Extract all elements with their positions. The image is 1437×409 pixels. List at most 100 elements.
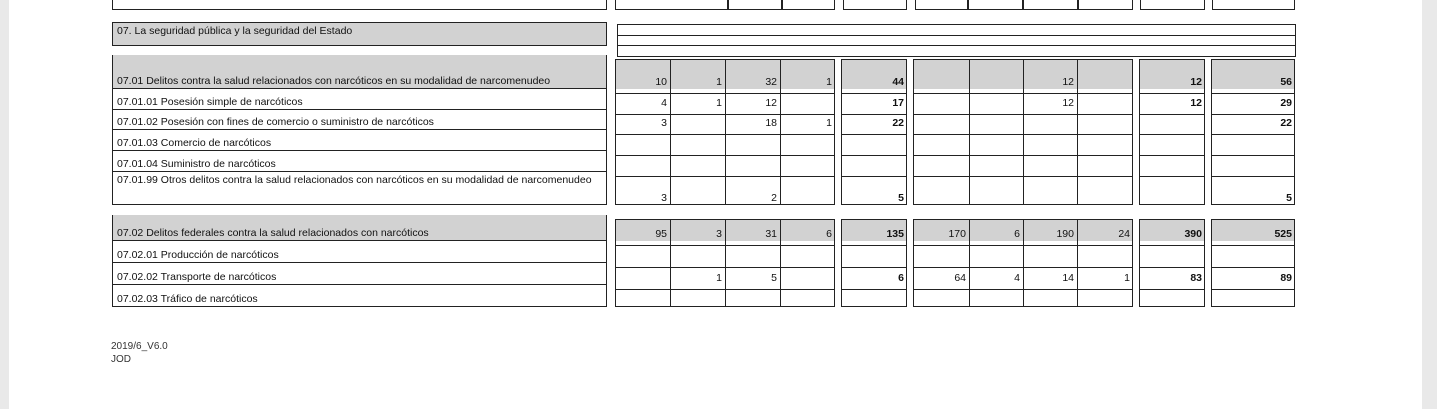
column-divider bbox=[670, 59, 671, 205]
value-block-frame bbox=[1139, 219, 1205, 307]
previous-section-cell bbox=[915, 0, 968, 10]
row-divider bbox=[1139, 245, 1205, 246]
column-divider bbox=[1077, 219, 1078, 307]
section-title-values-box-shadow bbox=[617, 35, 1296, 57]
row-value: 18 bbox=[765, 117, 777, 129]
row-label: 07.02.01 Producción de narcóticos bbox=[113, 241, 606, 263]
group-total-value: 1 bbox=[826, 76, 832, 88]
page-margin-right bbox=[1422, 0, 1437, 409]
row-value: 4 bbox=[1014, 272, 1020, 284]
value-block-frame bbox=[841, 59, 907, 205]
footer-version: 2019/6_V6.0 bbox=[111, 341, 168, 352]
row-value: 17 bbox=[892, 97, 904, 109]
row-divider bbox=[913, 289, 1133, 290]
row-label: 07.01.04 Suministro de narcóticos bbox=[113, 151, 606, 172]
section-title-box bbox=[112, 22, 607, 46]
group-total-value: 3 bbox=[716, 228, 722, 240]
column-divider bbox=[1023, 59, 1024, 205]
section-title: 07. La seguridad pública y la seguridad … bbox=[117, 25, 353, 37]
row-divider bbox=[841, 134, 907, 135]
row-divider bbox=[1139, 114, 1205, 115]
group-total-value: 95 bbox=[655, 228, 667, 240]
row-value: 1 bbox=[1124, 272, 1130, 284]
previous-section-cell bbox=[1023, 0, 1078, 10]
group-total-value: 525 bbox=[1274, 228, 1292, 240]
value-block-frame bbox=[1211, 219, 1295, 307]
row-divider bbox=[615, 245, 835, 246]
column-divider bbox=[1077, 59, 1078, 205]
group-total-value: 12 bbox=[1190, 76, 1202, 88]
value-block-header-shade bbox=[842, 60, 906, 89]
group-total-value: 135 bbox=[886, 228, 904, 240]
row-divider bbox=[615, 114, 835, 115]
row-value: 1 bbox=[716, 97, 722, 109]
row-divider bbox=[913, 267, 1133, 268]
value-block-header-shade bbox=[1140, 60, 1204, 89]
row-label: 07.01.01 Posesión simple de narcóticos bbox=[113, 89, 606, 110]
value-block-frame bbox=[1139, 59, 1205, 205]
row-divider bbox=[1211, 245, 1295, 246]
row-divider bbox=[615, 134, 835, 135]
previous-section-cell bbox=[782, 0, 835, 10]
column-divider bbox=[780, 219, 781, 307]
page-margin-left bbox=[0, 0, 9, 409]
group-total-value: 1 bbox=[716, 76, 722, 88]
value-block-header-shade bbox=[1212, 60, 1294, 89]
row-value: 12 bbox=[765, 97, 777, 109]
previous-section-cell bbox=[1212, 0, 1295, 10]
group-total-value: 10 bbox=[655, 76, 667, 88]
column-divider bbox=[969, 219, 970, 307]
column-divider bbox=[670, 219, 671, 307]
row-divider bbox=[615, 155, 835, 156]
value-block-header-shade bbox=[1212, 220, 1294, 241]
row-divider bbox=[615, 176, 835, 177]
row-divider bbox=[1211, 114, 1295, 115]
group-total-value: 190 bbox=[1056, 228, 1074, 240]
row-divider bbox=[1211, 93, 1295, 94]
column-divider bbox=[780, 59, 781, 205]
row-value: 64 bbox=[954, 272, 966, 284]
row-label: 07.02.02 Transporte de narcóticos bbox=[113, 263, 606, 285]
row-divider bbox=[1211, 155, 1295, 156]
group-total-value: 31 bbox=[765, 228, 777, 240]
row-value: 6 bbox=[898, 272, 904, 284]
row-divider bbox=[913, 134, 1133, 135]
row-label: 07.02.03 Tráfico de narcóticos bbox=[113, 285, 606, 307]
previous-section-edge bbox=[112, 0, 607, 10]
previous-section-cell bbox=[728, 0, 782, 10]
row-divider bbox=[913, 114, 1133, 115]
row-divider bbox=[1211, 134, 1295, 135]
row-divider bbox=[1211, 289, 1295, 290]
row-divider bbox=[841, 176, 907, 177]
group-total-value: 6 bbox=[1014, 228, 1020, 240]
row-divider bbox=[841, 245, 907, 246]
row-value: 1 bbox=[826, 117, 832, 129]
row-divider bbox=[913, 155, 1133, 156]
group-total-value: 44 bbox=[892, 76, 904, 88]
row-value: 83 bbox=[1190, 272, 1202, 284]
value-block-header-shade bbox=[842, 220, 906, 241]
group-total-value: 390 bbox=[1184, 228, 1202, 240]
previous-section-cell bbox=[615, 0, 728, 10]
value-block-header-shade bbox=[1140, 220, 1204, 241]
row-divider bbox=[1139, 93, 1205, 94]
row-value: 12 bbox=[1062, 97, 1074, 109]
row-value: 4 bbox=[661, 97, 667, 109]
column-divider bbox=[969, 59, 970, 205]
row-divider bbox=[841, 267, 907, 268]
row-value: 89 bbox=[1280, 272, 1292, 284]
footer-code: JOD bbox=[111, 354, 131, 365]
value-block-frame bbox=[841, 219, 907, 307]
group-total-value: 6 bbox=[826, 228, 832, 240]
previous-section-cell bbox=[968, 0, 1023, 10]
group-header-label: 07.01 Delitos contra la salud relacionad… bbox=[113, 55, 606, 89]
row-value: 5 bbox=[1286, 192, 1292, 204]
row-divider bbox=[913, 245, 1133, 246]
row-value: 29 bbox=[1280, 97, 1292, 109]
row-divider bbox=[1139, 176, 1205, 177]
row-value: 5 bbox=[771, 272, 777, 284]
row-divider bbox=[841, 155, 907, 156]
row-value: 3 bbox=[661, 192, 667, 204]
row-label: 07.01.03 Comercio de narcóticos bbox=[113, 130, 606, 151]
row-divider bbox=[1211, 176, 1295, 177]
